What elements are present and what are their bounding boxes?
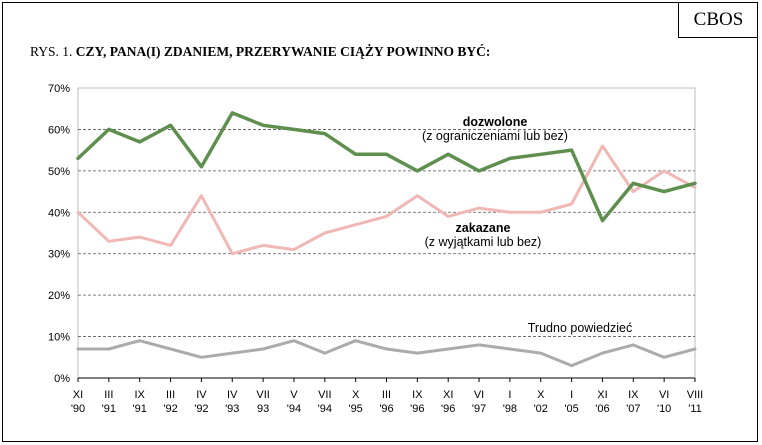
x-tick-label-month: VII bbox=[318, 389, 331, 401]
x-tick-label-year: '98 bbox=[503, 403, 517, 415]
x-tick-label-month: X bbox=[537, 389, 545, 401]
series-line-3 bbox=[76, 339, 697, 368]
series-name-label: dozwolone bbox=[463, 115, 528, 129]
figure-title-text: CZY, PANA(I) ZDANIEM, PRZERYWANIE CIĄŻY … bbox=[75, 44, 491, 59]
x-tick-label-month: V bbox=[290, 389, 298, 401]
y-axis-ticks: 0% 10% 20% 30% 40% 50% 60% 70% bbox=[48, 83, 70, 385]
x-tick-label-month: IV bbox=[227, 389, 238, 401]
x-tick-label-year: '97 bbox=[472, 403, 486, 415]
x-tick-label-year: '05 bbox=[564, 403, 578, 415]
x-axis-ticks: XI'90III'91IX'91III'92IV'92IV'93VII93V'9… bbox=[71, 378, 703, 415]
x-tick-label-month: VI bbox=[659, 389, 669, 401]
series-labels: dozwolone(z ograniczeniami lub bez) zakaz… bbox=[422, 115, 632, 335]
x-tick-label-year: '96 bbox=[410, 403, 424, 415]
y-tick-label: 20% bbox=[48, 290, 70, 302]
x-tick-label-year: '96 bbox=[441, 403, 455, 415]
x-tick-label-month: VI bbox=[474, 389, 484, 401]
y-tick-label: 40% bbox=[48, 207, 70, 219]
series-name-label: Trudno powiedzieć bbox=[528, 321, 632, 335]
x-tick-label-year: '95 bbox=[348, 403, 362, 415]
x-tick-label-year: '91 bbox=[102, 403, 116, 415]
cbos-logo: CBOS bbox=[678, 2, 758, 38]
figure-prefix: RYS. 1. bbox=[30, 44, 76, 59]
series-sub-label: (z ograniczeniami lub bez) bbox=[422, 129, 568, 143]
x-tick-label-month: XI bbox=[597, 389, 607, 401]
x-tick-label-year: '92 bbox=[163, 403, 177, 415]
y-tick-label: 0% bbox=[54, 373, 70, 385]
series-name-label: zakazane bbox=[456, 221, 511, 235]
y-tick-label: 70% bbox=[48, 83, 70, 95]
x-tick-label-month: XI bbox=[443, 389, 453, 401]
figure-title: RYS. 1. CZY, PANA(I) ZDANIEM, PRZERYWANI… bbox=[30, 44, 490, 60]
x-tick-label-year: '11 bbox=[688, 403, 702, 415]
x-tick-label-month: I bbox=[508, 389, 511, 401]
x-tick-label-month: VIII bbox=[687, 389, 704, 401]
y-tick-label: 10% bbox=[48, 332, 70, 344]
y-tick-label: 30% bbox=[48, 249, 70, 261]
x-tick-label-month: III bbox=[166, 389, 175, 401]
x-tick-label-year: '90 bbox=[71, 403, 85, 415]
y-tick-label: 60% bbox=[48, 124, 70, 136]
series-line-2 bbox=[76, 144, 697, 256]
grid-lines bbox=[78, 129, 695, 379]
x-tick-label-year: '92 bbox=[194, 403, 208, 415]
x-tick-label-month: IX bbox=[628, 389, 639, 401]
y-tick-label: 50% bbox=[48, 166, 70, 178]
series-line-1 bbox=[76, 111, 697, 223]
x-tick-label-month: III bbox=[104, 389, 113, 401]
x-tick-label-year: '07 bbox=[626, 403, 640, 415]
x-tick-label-year: '93 bbox=[225, 403, 239, 415]
x-tick-label-month: VII bbox=[256, 389, 269, 401]
x-tick-label-month: X bbox=[352, 389, 360, 401]
x-tick-label-year: '10 bbox=[657, 403, 671, 415]
x-tick-label-month: IV bbox=[196, 389, 207, 401]
x-tick-label-year: 93 bbox=[257, 403, 269, 415]
x-tick-label-year: '02 bbox=[534, 403, 548, 415]
x-tick-label-year: '96 bbox=[379, 403, 393, 415]
x-tick-label-year: '94 bbox=[318, 403, 332, 415]
x-tick-label-year: '94 bbox=[287, 403, 301, 415]
x-tick-label-year: '91 bbox=[133, 403, 147, 415]
x-tick-label-month: I bbox=[570, 389, 573, 401]
series-sub-label: (z wyjątkami lub bez) bbox=[425, 235, 542, 249]
series-lines bbox=[76, 111, 697, 368]
x-tick-label-month: III bbox=[382, 389, 391, 401]
x-tick-label-month: IX bbox=[412, 389, 423, 401]
x-tick-label-year: '06 bbox=[595, 403, 609, 415]
x-tick-label-month: IX bbox=[134, 389, 145, 401]
x-tick-label-month: XI bbox=[73, 389, 83, 401]
